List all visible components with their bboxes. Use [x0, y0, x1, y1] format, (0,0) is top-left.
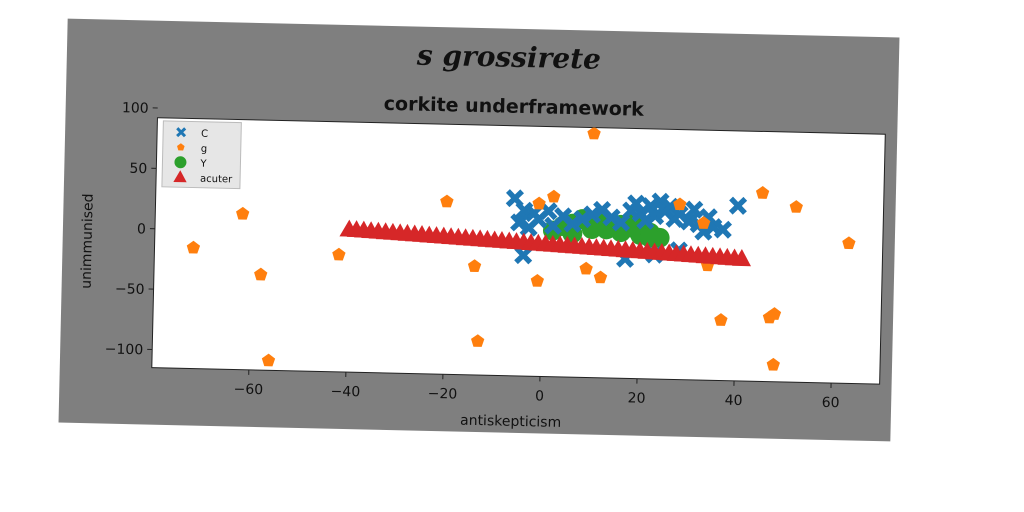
data-point-g [767, 307, 782, 320]
y-tick-label: 0 [137, 221, 146, 237]
data-point-c [510, 213, 529, 232]
legend-marker-c [176, 127, 187, 138]
data-point-acuter [732, 249, 752, 267]
data-point-c [713, 220, 733, 239]
data-point-g [766, 357, 780, 371]
data-point-g [261, 353, 276, 367]
data-point-y [639, 227, 660, 248]
legend-marker-acuter [173, 170, 187, 183]
data-point-g [587, 126, 601, 140]
x-tick-label: −60 [233, 381, 263, 398]
legend-label-c: C [201, 129, 208, 140]
legend-marker-y [174, 156, 187, 169]
data-point-g [186, 240, 201, 254]
data-point-g [789, 200, 803, 213]
x-tick-label: −40 [330, 384, 360, 401]
legend-box [161, 120, 242, 190]
x-tick-label: 20 [627, 390, 645, 406]
data-point-g [530, 273, 545, 287]
data-point-g [673, 197, 687, 211]
data-point-g [236, 206, 250, 220]
data-point-c [646, 206, 665, 226]
data-point-c [539, 202, 558, 221]
legend-label-acuter: acuter [200, 174, 233, 186]
y-tick-label: 50 [129, 161, 147, 177]
x-tick-label: 40 [724, 393, 742, 409]
data-point-g [547, 189, 561, 203]
data-point-c [573, 210, 592, 229]
y-tick-label: 100 [122, 100, 149, 117]
data-point-c [641, 197, 660, 216]
data-point-g [332, 247, 346, 261]
data-marks [186, 126, 856, 371]
y-axis-label: unimmunised [79, 193, 97, 289]
legend-label-y: Y [199, 159, 207, 170]
data-point-g [714, 313, 728, 326]
data-point-g [842, 236, 856, 250]
data-point-c [685, 200, 704, 219]
y-axis: 100 50 0 −50 −100 [105, 100, 158, 358]
data-point-c [514, 246, 533, 265]
legend-label-g: g [201, 144, 208, 155]
x-axis-label: antiskepticism [460, 413, 561, 431]
data-point-g [254, 267, 268, 281]
data-point-g [532, 196, 546, 210]
data-point-g [697, 216, 711, 229]
y-tick-label: −50 [115, 281, 145, 298]
data-point-g [755, 186, 770, 199]
legend-marker-g [177, 143, 185, 151]
data-point-g [579, 261, 593, 275]
x-tick-label: 0 [535, 388, 544, 404]
data-point-g [593, 270, 608, 284]
data-point-c [602, 208, 621, 227]
data-point-c [651, 192, 670, 211]
x-tick-label: 60 [822, 395, 840, 411]
data-point-c [636, 211, 655, 230]
chart-suptitle: s grossirete [416, 39, 602, 76]
data-point-g [467, 259, 482, 273]
data-point-c [728, 196, 748, 215]
figure-group: s grossirete corkite underframework −60−… [58, 18, 900, 442]
data-point-g [440, 194, 454, 208]
data-point-c [627, 194, 646, 213]
data-point-c [563, 214, 582, 233]
x-axis: −60 −40 −20 0 20 40 60 [233, 369, 840, 411]
data-point-g [471, 334, 485, 347]
x-tick-label: −20 [428, 386, 458, 403]
data-point-c [583, 205, 602, 224]
y-tick-label: −100 [105, 341, 144, 358]
